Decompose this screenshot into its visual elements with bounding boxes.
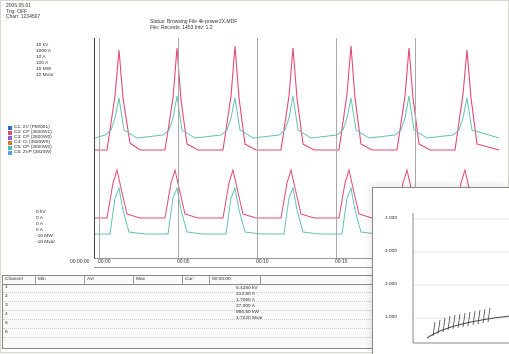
time-tick: 00:00: [98, 259, 111, 265]
channel-label: Chan: 1234567: [6, 14, 41, 20]
inset-chart: 4.000 3.000 2.000 1.000: [372, 187, 509, 354]
header-left: 2005.05.01 Trig: OFF Chan: 1234567: [6, 3, 41, 21]
row-label: 5: [5, 321, 8, 326]
table-header-cell: 00:00:00: [210, 276, 261, 284]
value-column: 5.4280 kV 213.80 A 1.7060 A 27.000 A 966…: [236, 286, 263, 322]
legend-item: C5: CP (3820W0): [8, 145, 52, 150]
scale-item: 100 A: [36, 61, 49, 66]
inset-plot: [412, 213, 509, 344]
legend-swatch: [8, 130, 12, 135]
legend-label: C2: CP (3820W1): [14, 130, 52, 135]
top-scale: 10 kV 1000 A 10 A 100 A 10 MW 10 Mvar: [36, 43, 93, 79]
scale-item: 10 A: [36, 55, 46, 60]
grid-line: [178, 38, 179, 258]
legend-label: C6: 2VP (3820W): [14, 150, 52, 155]
table-header-cell: Max: [134, 276, 183, 284]
value-item: 213.80 A: [236, 292, 255, 297]
scale-item: 0 A: [36, 228, 43, 233]
value-item: 1.7060 A: [236, 298, 255, 303]
waveform-plot[interactable]: [94, 38, 499, 259]
grid-line: [336, 38, 337, 258]
legend-item: C2: CP (3820W1): [8, 130, 52, 135]
bottom-scale: 0 kV 0 A 0 A 0 A -10 MW -10 Mvar: [36, 210, 93, 246]
legend-label: C3: CP (3820W0): [14, 135, 52, 140]
table-header-cell: Avr: [85, 276, 134, 284]
table-header-cell: Cur:: [183, 276, 210, 284]
legend-swatch: [8, 145, 12, 150]
trigger-label: Trig: OFF: [6, 8, 28, 15]
row-label: 2: [5, 294, 8, 299]
date-label: 2005.05.01: [6, 3, 32, 9]
scale-item: 10 Mvar: [36, 73, 54, 78]
scale-item: 0 A: [36, 216, 43, 221]
teal-trace-top: [95, 95, 499, 139]
inset-tick: 3.000: [385, 249, 398, 254]
grid-line: [415, 38, 416, 258]
time-tick: 00:15: [335, 259, 348, 265]
table-row[interactable]: 6: [3, 329, 497, 338]
inset-tick: 2.000: [385, 282, 398, 287]
table-row[interactable]: 4: [3, 311, 497, 320]
legend-label: C4: CI (3820W0): [14, 140, 50, 145]
table-row[interactable]: 2: [3, 293, 497, 302]
legend-swatch: [8, 140, 12, 145]
header-right: Status: Browsing File 4k-power2X.MDF Fil…: [150, 19, 238, 31]
table-row[interactable]: 5: [3, 320, 497, 329]
grid-line: [257, 38, 258, 258]
table-row[interactable]: 3: [3, 302, 497, 311]
channel-legend: C1: 2V (PM/001) C2: CP (3820W1) C3: CP (…: [8, 125, 52, 155]
legend-label: C5: CP (3820W0): [14, 145, 52, 150]
time-tick: 00:05: [177, 259, 190, 265]
scale-item: 1000 A: [36, 49, 51, 54]
legend-item: C4: CI (3820W0): [8, 140, 52, 145]
row-label: 4: [5, 312, 8, 317]
legend-item: C6: 2VP (3820W): [8, 150, 52, 155]
scale-item: -10 MW: [36, 234, 53, 239]
table-row[interactable]: 1: [3, 284, 497, 293]
scale-item: 0 A: [36, 222, 43, 227]
legend-item: C1: 2V (PM/001): [8, 125, 52, 130]
scale-item: 10 kV: [36, 43, 49, 48]
legend-item: C3: CP (3820W0): [8, 135, 52, 140]
value-item: 966.50 kW: [236, 310, 259, 315]
time-tick: 00:10: [256, 259, 269, 265]
time-axis-start: 00:00:00: [70, 259, 90, 265]
legend-swatch: [8, 150, 12, 155]
row-label: 6: [5, 330, 8, 335]
file-label: File: Records: 1453 Intv: 1.2: [150, 24, 213, 31]
inset-tick: 1.000: [385, 315, 398, 320]
legend-swatch: [8, 135, 12, 140]
scale-item: 0 kV: [36, 210, 46, 215]
scale-item: -10 Mvar: [36, 240, 55, 245]
inset-hatching: [432, 307, 491, 337]
inset-tick: 4.000: [385, 216, 398, 221]
value-item: 27.000 A: [236, 304, 255, 309]
red-trace-top: [95, 45, 499, 151]
value-item: 1.7220 Mvar: [236, 316, 263, 321]
table-rows: 1 2 3 4 5 6: [3, 284, 497, 338]
table-header: Channel Min Avr Max Cur: 00:00:00: [3, 276, 497, 285]
table-header-cell: Min: [36, 276, 85, 284]
scale-item: 10 MW: [36, 67, 52, 72]
row-label: 1: [5, 285, 8, 290]
grid-line: [99, 38, 100, 258]
status-label: Status: Browsing File 4k-power2X.MDF: [150, 19, 238, 25]
row-label: 3: [5, 303, 8, 308]
value-item: 5.4280 kV: [236, 286, 258, 291]
time-axis: 00:00:00 00:00 00:05 00:10 00:15: [70, 257, 498, 268]
legend-label: C1: 2V (PM/001): [14, 125, 50, 130]
legend-swatch: [8, 125, 12, 130]
table-header-cell: Channel: [3, 276, 36, 284]
